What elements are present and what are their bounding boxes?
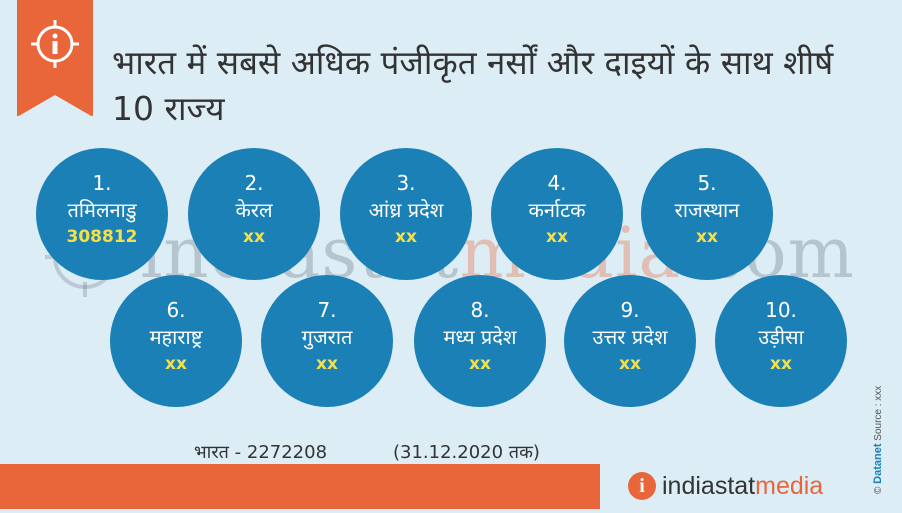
- footer-bar: [0, 464, 600, 509]
- state-rank: 7.: [317, 298, 337, 322]
- state-value: xx: [316, 354, 338, 374]
- credit-name: Datanet: [872, 443, 884, 484]
- info-icon: [31, 20, 79, 68]
- state-value: xx: [770, 354, 792, 374]
- credit-source: Source : xxx: [873, 385, 884, 441]
- state-rank: 6.: [166, 298, 186, 322]
- state-circle-3: 3. आंध्र प्रदेश xx: [340, 148, 472, 280]
- state-name: केरल: [235, 198, 273, 222]
- state-circle-5: 5. राजस्थान xx: [641, 148, 773, 280]
- state-circle-2: 2. केरल xx: [188, 148, 320, 280]
- copyright-symbol: ©: [873, 486, 884, 494]
- state-rank: 8.: [470, 298, 490, 322]
- state-value: 308812: [66, 227, 138, 247]
- state-rank: 4.: [547, 171, 567, 195]
- brand-name: indiastatmedia: [662, 471, 824, 500]
- side-credit: © Datanet Source : xxx: [872, 386, 884, 494]
- state-circle-9: 9. उत्तर प्रदेश xx: [564, 275, 696, 407]
- state-circle-10: 10. उड़ीसा xx: [715, 275, 847, 407]
- state-rank: 10.: [765, 298, 797, 322]
- state-name: कर्नाटक: [528, 198, 586, 222]
- state-rank: 1.: [92, 171, 112, 195]
- state-circle-7: 7. गुजरात xx: [261, 275, 393, 407]
- brand-logo[interactable]: i indiastatmedia: [628, 466, 823, 506]
- state-name: मध्य प्रदेश: [443, 325, 517, 349]
- state-name: तमिलनाडु: [67, 198, 137, 222]
- state-rank: 9.: [620, 298, 640, 322]
- state-value: xx: [546, 227, 568, 247]
- india-total: भारत - 2272208: [194, 442, 328, 463]
- brand-i-icon: i: [628, 472, 656, 500]
- state-rank: 5.: [697, 171, 717, 195]
- state-value: xx: [469, 354, 491, 374]
- state-value: xx: [696, 227, 718, 247]
- info-tab: [17, 0, 93, 117]
- state-name: उड़ीसा: [758, 325, 804, 349]
- state-value: xx: [243, 227, 265, 247]
- state-name: राजस्थान: [674, 198, 740, 222]
- state-rank: 3.: [396, 171, 416, 195]
- date-note: (31.12.2020 तक): [393, 442, 540, 463]
- state-circle-1: 1. तमिलनाडु 308812: [36, 148, 168, 280]
- state-rank: 2.: [244, 171, 264, 195]
- state-name: गुजरात: [301, 325, 353, 349]
- state-circle-6: 6. महाराष्ट्र xx: [110, 275, 242, 407]
- page-title: भारत में सबसे अधिक पंजीकृत नर्सों और दाइ…: [112, 43, 834, 129]
- state-value: xx: [165, 354, 187, 374]
- state-circle-4: 4. कर्नाटक xx: [491, 148, 623, 280]
- state-name: आंध्र प्रदेश: [368, 198, 444, 222]
- state-name: महाराष्ट्र: [149, 325, 203, 349]
- state-value: xx: [619, 354, 641, 374]
- state-name: उत्तर प्रदेश: [592, 325, 668, 349]
- state-circle-8: 8. मध्य प्रदेश xx: [414, 275, 546, 407]
- state-value: xx: [395, 227, 417, 247]
